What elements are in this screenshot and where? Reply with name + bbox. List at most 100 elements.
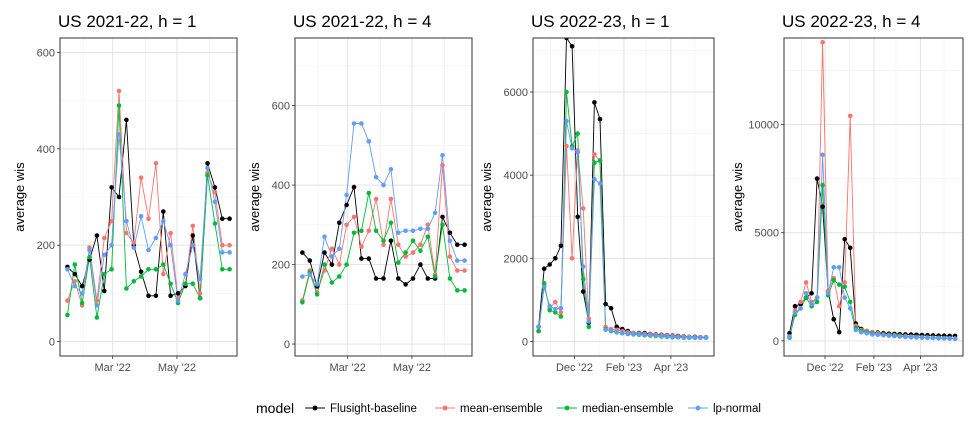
data-point bbox=[220, 250, 225, 255]
data-point bbox=[603, 301, 608, 307]
data-point bbox=[168, 230, 173, 236]
data-point bbox=[388, 166, 394, 172]
data-point bbox=[836, 265, 842, 270]
panel-border bbox=[294, 37, 473, 357]
data-point bbox=[220, 242, 225, 248]
data-point bbox=[351, 184, 357, 190]
data-point bbox=[842, 295, 847, 300]
data-point bbox=[698, 335, 703, 341]
data-point bbox=[541, 281, 547, 286]
data-point bbox=[447, 230, 453, 236]
y-tick-label: 600 bbox=[272, 101, 290, 113]
data-point bbox=[403, 282, 408, 287]
data-point bbox=[836, 303, 842, 309]
data-point bbox=[881, 332, 886, 338]
data-point bbox=[329, 280, 335, 285]
data-point bbox=[455, 258, 460, 263]
data-point bbox=[897, 334, 903, 339]
data-point bbox=[580, 206, 586, 211]
data-point bbox=[381, 242, 386, 247]
data-point bbox=[366, 139, 372, 144]
data-point bbox=[803, 295, 809, 300]
x-tick-label: Dec '22 bbox=[556, 362, 593, 374]
x-tick-label: Mar '22 bbox=[330, 362, 366, 374]
series-group bbox=[787, 40, 958, 342]
data-point bbox=[403, 254, 408, 259]
data-point bbox=[183, 281, 188, 287]
data-point bbox=[553, 299, 558, 305]
data-point bbox=[109, 218, 114, 224]
series-line bbox=[789, 178, 956, 337]
data-point bbox=[455, 288, 460, 293]
data-point bbox=[190, 223, 196, 229]
y-tick-label: 200 bbox=[272, 260, 290, 272]
data-point bbox=[190, 281, 196, 287]
data-point bbox=[72, 262, 78, 267]
data-point bbox=[455, 242, 460, 247]
data-point bbox=[642, 332, 647, 338]
panel-title: US 2022-23, h = 4 bbox=[782, 12, 920, 31]
legend: model Flusight-baseline mean-ensemble media… bbox=[256, 400, 761, 416]
data-point bbox=[87, 247, 92, 253]
data-point bbox=[300, 274, 305, 279]
legend-item: mean-ensemble bbox=[435, 403, 542, 415]
data-point bbox=[220, 267, 225, 272]
data-point bbox=[820, 152, 825, 158]
data-point bbox=[842, 280, 847, 285]
data-point bbox=[941, 336, 947, 341]
data-point bbox=[803, 291, 809, 296]
data-point bbox=[425, 222, 431, 228]
data-point bbox=[351, 230, 357, 236]
data-point bbox=[569, 255, 575, 261]
data-point bbox=[886, 333, 892, 339]
data-point bbox=[161, 218, 166, 224]
data-point bbox=[168, 281, 173, 287]
y-tick-label: 400 bbox=[37, 144, 55, 156]
y-axis-label: average wis bbox=[247, 162, 262, 232]
x-tick-label: Feb '23 bbox=[856, 362, 892, 374]
y-tick-label: 400 bbox=[272, 180, 290, 192]
data-point bbox=[322, 268, 327, 273]
data-point bbox=[79, 300, 85, 306]
data-point bbox=[440, 153, 445, 158]
y-tick-label: 2000 bbox=[504, 253, 528, 265]
data-point bbox=[227, 216, 232, 221]
data-point bbox=[359, 244, 364, 249]
legend-item: median-ensemble bbox=[557, 403, 673, 415]
legend-key-point bbox=[442, 405, 448, 411]
data-point bbox=[847, 299, 853, 305]
data-point bbox=[558, 310, 564, 315]
data-point bbox=[440, 222, 445, 228]
data-point bbox=[919, 335, 925, 340]
data-point bbox=[952, 336, 958, 341]
x-tick-label: Dec '22 bbox=[807, 362, 844, 374]
x-tick-label: May '22 bbox=[158, 362, 196, 374]
data-point bbox=[396, 230, 401, 236]
data-point bbox=[116, 88, 122, 94]
data-point bbox=[418, 248, 423, 253]
data-point bbox=[814, 295, 820, 300]
data-point bbox=[814, 176, 820, 181]
y-tick-label: 6000 bbox=[504, 87, 528, 99]
data-point bbox=[344, 262, 349, 267]
data-point bbox=[161, 271, 166, 277]
legend-label: lp-normal bbox=[713, 403, 761, 415]
data-point bbox=[153, 235, 159, 241]
data-point bbox=[558, 305, 564, 311]
data-point bbox=[388, 196, 394, 202]
data-point bbox=[87, 254, 92, 260]
data-point bbox=[892, 333, 897, 339]
legend-key-point bbox=[312, 405, 318, 411]
data-point bbox=[373, 228, 379, 234]
data-point bbox=[787, 331, 792, 336]
data-point bbox=[197, 276, 203, 282]
y-tick-label: 5000 bbox=[755, 228, 779, 240]
data-point bbox=[553, 310, 558, 315]
data-point bbox=[146, 293, 151, 299]
panel-border bbox=[783, 37, 964, 357]
data-point bbox=[831, 278, 836, 283]
data-point bbox=[94, 303, 100, 308]
data-point bbox=[65, 312, 70, 318]
data-point bbox=[440, 214, 445, 220]
data-point bbox=[425, 226, 431, 232]
